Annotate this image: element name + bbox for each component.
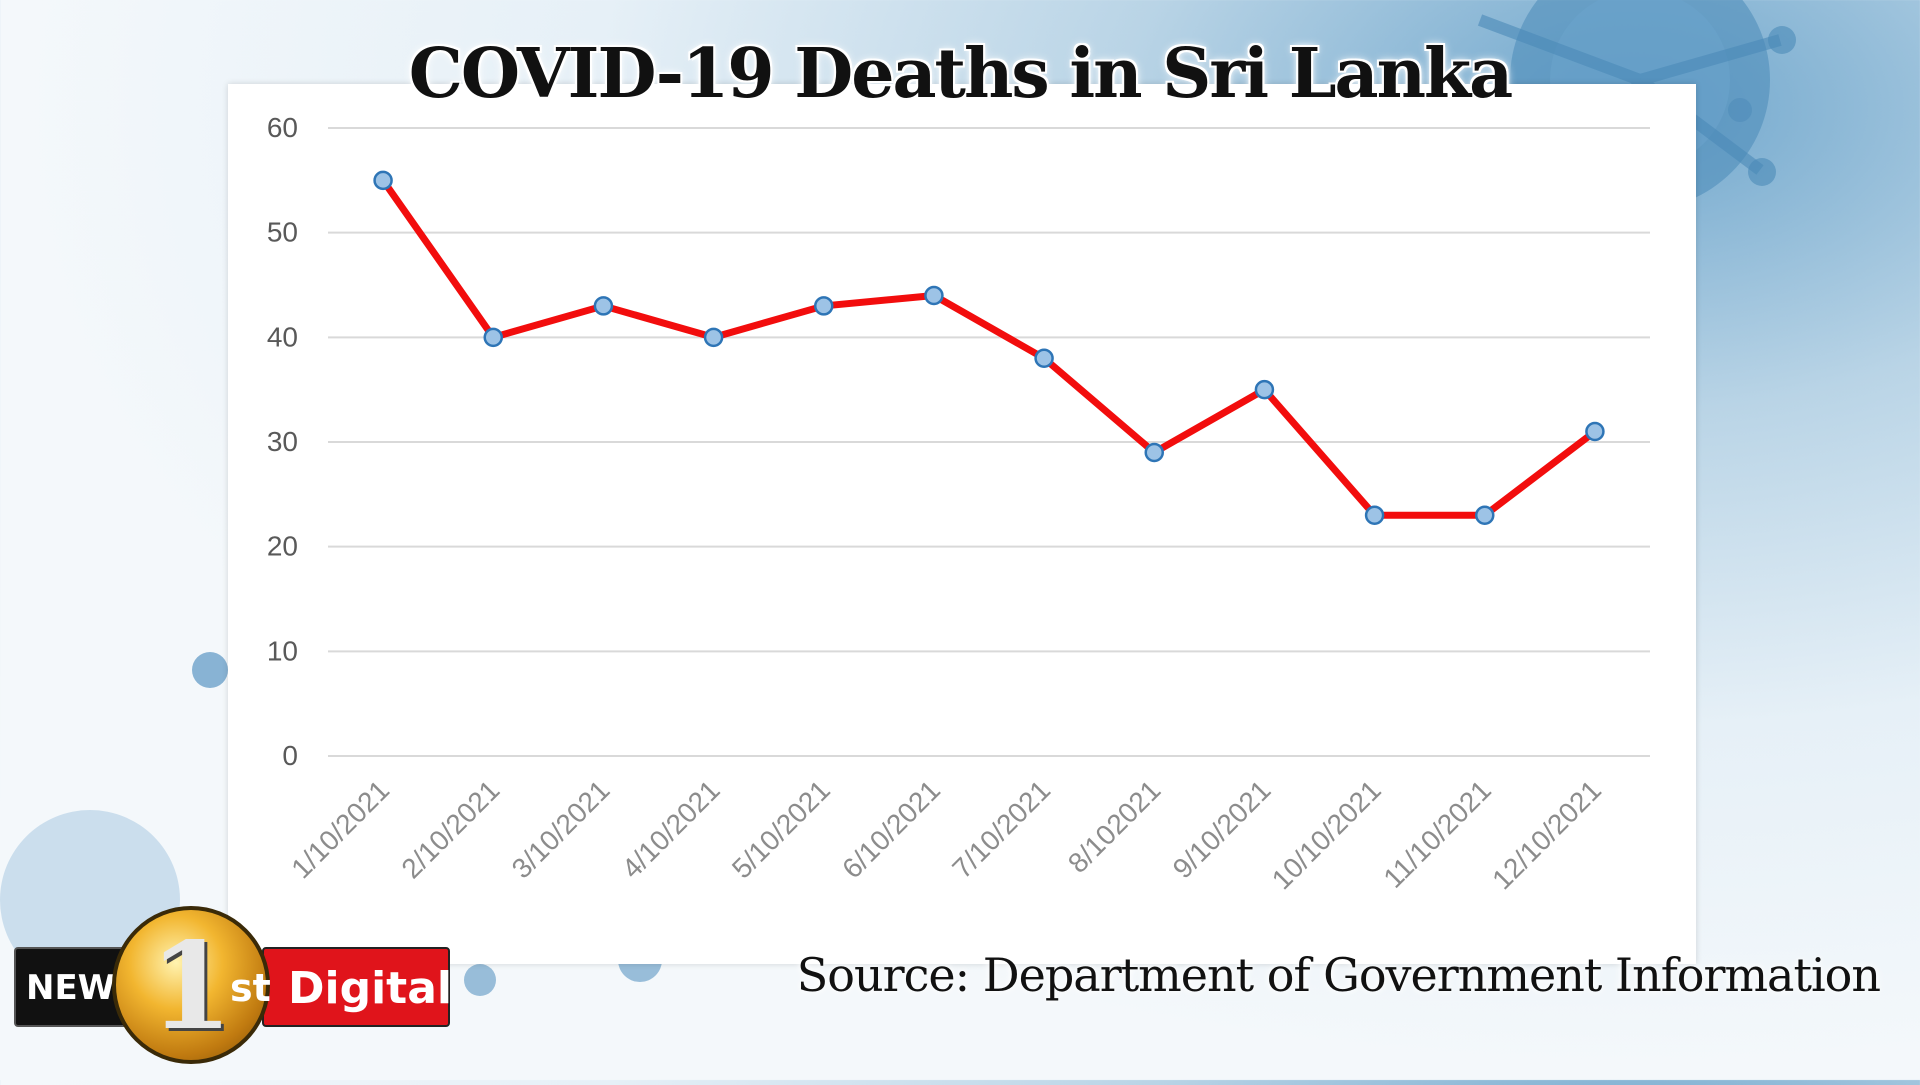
x-tick-label: 7/10/2021	[946, 774, 1056, 884]
x-tick-label: 3/10/2021	[506, 774, 616, 884]
data-point	[814, 296, 834, 316]
x-tick-label: 11/10/2021	[1377, 774, 1497, 894]
data-point	[1364, 505, 1385, 526]
y-tick-label: 50	[267, 217, 298, 248]
x-tick-label: 5/10/2021	[726, 774, 836, 884]
line-chart: 0 10 20 30 40 50 60 1/10/2021 2/10/2021 3/10/2021…	[267, 112, 1650, 895]
chart-card	[228, 84, 1696, 964]
logo-one-text: 1	[149, 916, 233, 1057]
y-tick-label: 60	[267, 112, 298, 143]
data-point	[1475, 505, 1495, 526]
logo-red-bar	[262, 947, 450, 1027]
data-point	[924, 285, 944, 306]
data-point	[1585, 421, 1605, 442]
y-tick-label: 40	[267, 321, 298, 352]
x-tick-label: 8/102021	[1062, 774, 1167, 879]
y-tick-label: 20	[267, 531, 298, 562]
logo-st-text: st	[230, 966, 271, 1010]
x-tick-label: 4/10/2021	[616, 774, 726, 884]
x-tick-label: 12/10/2021	[1486, 774, 1607, 895]
y-tick-label: 10	[267, 635, 298, 666]
source-caption: Source: Department of Government Informa…	[796, 948, 1881, 1002]
data-point	[1034, 348, 1054, 369]
logo-gold-circle: 1	[112, 906, 270, 1064]
y-tick-label: 0	[282, 740, 298, 771]
x-tick-label: 1/10/2021	[285, 774, 395, 884]
data-point	[373, 170, 393, 191]
news1st-digital-logo: NEWS Digital 1 st	[12, 906, 452, 1066]
page-title: COVID-19 Deaths in Sri Lanka	[408, 34, 1513, 114]
data-point	[593, 296, 614, 316]
data-point	[1254, 379, 1275, 400]
data-point	[703, 327, 724, 348]
series-line	[380, 178, 1598, 519]
x-tick-label: 6/10/2021	[836, 774, 946, 884]
logo-digital-text: Digital	[288, 963, 452, 1014]
data-point	[483, 327, 503, 348]
x-tick-label: 2/10/2021	[395, 774, 505, 884]
x-tick-label: 10/10/2021	[1266, 774, 1387, 895]
x-tick-label: 9/10/2021	[1167, 774, 1277, 884]
data-point	[1144, 442, 1164, 463]
y-tick-label: 30	[267, 426, 298, 457]
